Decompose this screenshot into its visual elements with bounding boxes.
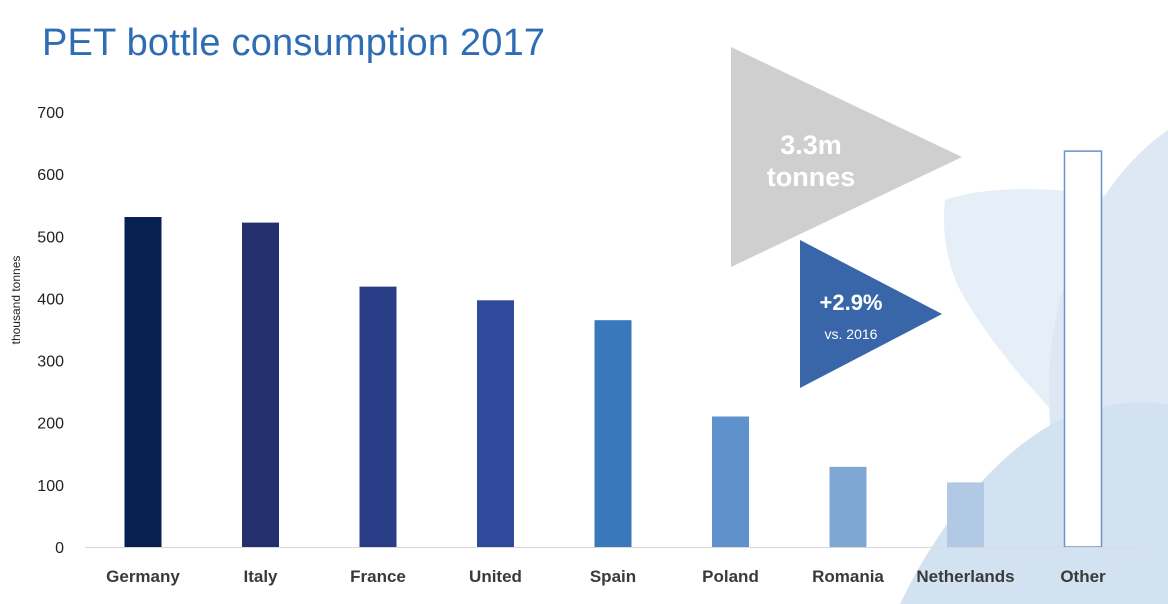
x-tick-label-united: United — [469, 567, 522, 586]
x-tick-label-poland: Poland — [702, 567, 759, 586]
chart-title: PET bottle consumption 2017 — [42, 22, 546, 64]
bar-netherlands — [947, 482, 984, 547]
x-tick-label-italy: Italy — [243, 567, 278, 586]
bar-france — [359, 286, 397, 547]
bars — [124, 150, 1103, 548]
bar-other — [1063, 150, 1103, 548]
x-axis-ticks: Germany Italy France United Spain Poland Roman… — [106, 567, 1106, 586]
x-tick-label-netherlands: Netherlands — [916, 567, 1014, 586]
total-callout: 3.3m tonnes — [731, 47, 962, 267]
y-tick-label: 500 — [37, 229, 64, 246]
total-callout-line2: tonnes — [767, 162, 856, 192]
y-tick-label: 400 — [37, 291, 64, 308]
y-tick-label: 200 — [37, 416, 64, 433]
y-tick-label: 0 — [55, 540, 64, 557]
y-tick-label: 100 — [37, 478, 64, 495]
growth-callout-value: +2.9% — [820, 290, 883, 315]
y-tick-label: 600 — [37, 167, 64, 184]
y-axis-label: thousand tonnes — [9, 256, 23, 345]
bar-united — [477, 300, 514, 547]
x-tick-label-romania: Romania — [812, 567, 884, 586]
y-tick-label: 300 — [37, 354, 64, 371]
growth-callout: +2.9% vs. 2016 — [800, 240, 942, 388]
y-tick-label: 700 — [37, 105, 64, 122]
y-axis-ticks: 0 100 200 300 400 500 600 700 — [37, 105, 64, 557]
x-tick-label-france: France — [350, 567, 406, 586]
bar-spain — [594, 320, 632, 547]
x-tick-label-germany: Germany — [106, 567, 180, 586]
background-decoration — [900, 130, 1168, 604]
growth-arrow-shape — [800, 240, 942, 388]
x-tick-label-spain: Spain — [590, 567, 636, 586]
bar-poland — [712, 416, 749, 547]
growth-callout-note: vs. 2016 — [825, 326, 878, 342]
bar-italy — [242, 222, 279, 547]
bar-germany — [124, 217, 162, 547]
total-arrow-shape — [731, 47, 962, 267]
total-callout-line1: 3.3m — [780, 130, 842, 160]
bar-romania — [829, 466, 867, 547]
x-tick-label-other: Other — [1060, 567, 1106, 586]
